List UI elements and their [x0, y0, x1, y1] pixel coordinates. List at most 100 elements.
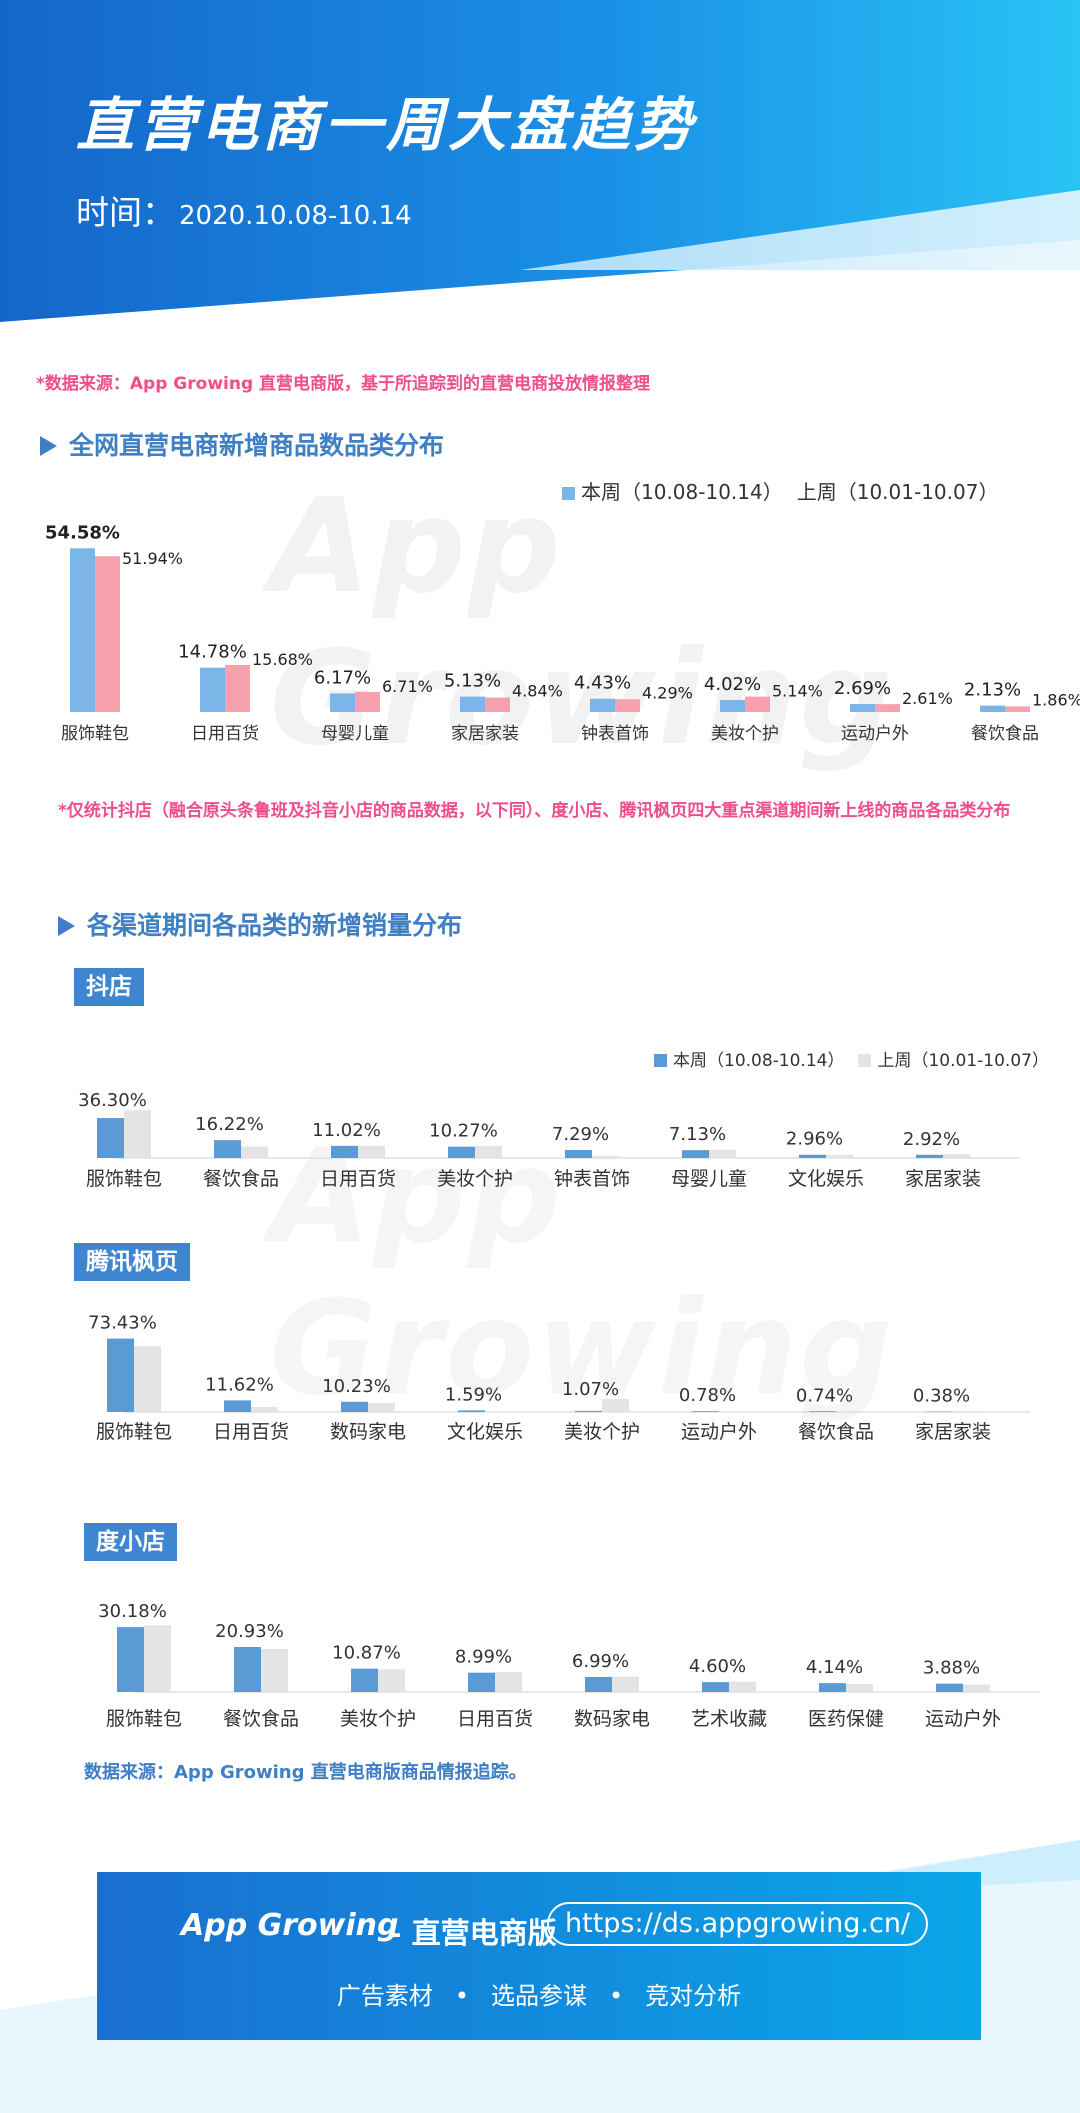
- legend-swatch: [654, 1054, 667, 1067]
- data-label-last-week: 6.71%: [382, 677, 433, 696]
- bar-last-week: [144, 1625, 171, 1692]
- data-label-this-week: 73.43%: [88, 1313, 157, 1334]
- category-label: 钟表首饰: [581, 724, 649, 744]
- bar-last-week: [95, 556, 120, 712]
- legend-item-this-week: 本周（10.08-10.14）: [654, 1051, 844, 1071]
- legend-label: 本周（10.08-10.14）: [673, 1051, 845, 1071]
- footer-tags: 广告素材 • 选品参谋 • 竞对分析: [97, 1976, 981, 2011]
- category-label: 家居家装: [451, 724, 519, 744]
- category-label: 医药保健: [808, 1708, 884, 1730]
- bar-last-week: [836, 1411, 863, 1412]
- bar-this-week: [585, 1676, 612, 1692]
- bar-this-week: [460, 696, 485, 712]
- footer-tag: 选品参谋: [491, 1982, 587, 2010]
- category-label: 日用百货: [457, 1708, 533, 1730]
- bar-last-week: [709, 1149, 736, 1158]
- triangle-icon: [40, 436, 57, 456]
- bar-last-week: [225, 664, 250, 712]
- category-label: 钟表首饰: [554, 1168, 630, 1190]
- footer-url-link[interactable]: https://ds.appgrowing.cn/: [547, 1902, 929, 1946]
- data-label-this-week: 5.13%: [444, 671, 501, 692]
- bar-this-week: [458, 1410, 485, 1412]
- bar-this-week: [850, 703, 875, 712]
- bar-last-week: [495, 1672, 522, 1692]
- data-label-this-week: 2.96%: [786, 1129, 843, 1150]
- bar-last-week: [615, 699, 640, 712]
- stat-note: *仅统计抖店（融合原头条鲁班及抖音小店的商品数据，以下同）、度小店、腾讯枫页四大…: [58, 801, 1011, 821]
- bar-this-week: [224, 1400, 251, 1412]
- data-label-this-week: 14.78%: [178, 642, 247, 663]
- category-label: 服饰鞋包: [61, 724, 129, 744]
- data-label-this-week: 2.69%: [834, 678, 891, 699]
- section-title-text: 全网直营电商新增商品数品类分布: [69, 431, 445, 460]
- bar-last-week: [846, 1683, 873, 1692]
- category-label: 美妆个护: [437, 1168, 513, 1190]
- channel-tag-doudian: 抖店: [74, 968, 144, 1006]
- data-source-note: 数据来源：App Growing 直营电商版商品情报追踪。: [84, 1762, 527, 1783]
- data-label-this-week: 2.92%: [903, 1129, 960, 1150]
- chart-legend: 本周（10.08-10.14） 上周（10.01-10.07）: [654, 1046, 1063, 1071]
- bar-last-week: [355, 691, 380, 712]
- bar-this-week: [468, 1672, 495, 1692]
- legend-swatch: [858, 1054, 872, 1067]
- category-label: 服饰鞋包: [106, 1708, 182, 1730]
- bar-last-week: [261, 1649, 288, 1692]
- header-banner: 直营电商一周大盘趋势 时间： 2020.10.08-10.14: [0, 0, 1080, 330]
- data-label-this-week: 10.23%: [322, 1376, 391, 1397]
- footer-tag: 竞对分析: [645, 1982, 742, 2010]
- bar-this-week: [980, 705, 1005, 712]
- bar-last-week: [1005, 706, 1030, 712]
- data-label-this-week: 3.88%: [923, 1658, 980, 1679]
- bar-this-week: [97, 1118, 124, 1158]
- triangle-icon: [58, 916, 75, 936]
- data-label-this-week: 20.93%: [215, 1621, 284, 1642]
- footer-banner: App Growing – 直营电商版 https://ds.appgrowin…: [97, 1872, 981, 2040]
- data-label-this-week: 11.62%: [205, 1374, 274, 1395]
- category-label: 餐饮食品: [203, 1168, 279, 1190]
- bar-last-week: [612, 1676, 639, 1692]
- category-label: 日用百货: [320, 1168, 396, 1190]
- data-label-this-week: 1.07%: [562, 1379, 619, 1400]
- bar-last-week: [378, 1669, 405, 1692]
- bar-last-week: [368, 1403, 395, 1412]
- category-label: 文化娱乐: [788, 1168, 864, 1190]
- chart-legend: 本周（10.08-10.14） 上周（10.01-10.07）: [562, 476, 1012, 505]
- time-value: 2020.10.08-10.14: [179, 201, 412, 231]
- category-label: 美妆个护: [711, 724, 779, 744]
- bar-this-week: [590, 698, 615, 712]
- section-title-channels: 各渠道期间各品类的新增销量分布: [58, 906, 462, 942]
- bar-last-week: [719, 1411, 746, 1412]
- bar-this-week: [809, 1411, 836, 1412]
- bar-last-week: [963, 1684, 990, 1692]
- data-label-last-week: 5.14%: [772, 682, 823, 701]
- category-label: 数码家电: [330, 1421, 406, 1443]
- bar-this-week: [351, 1668, 378, 1692]
- legend-swatch: [562, 487, 575, 500]
- data-label-this-week: 16.22%: [195, 1114, 264, 1135]
- bar-last-week: [358, 1145, 385, 1158]
- time-label: 时间：: [76, 193, 175, 232]
- data-label-this-week: 4.43%: [574, 673, 631, 694]
- data-label-last-week: 4.29%: [642, 684, 693, 703]
- category-label: 文化娱乐: [447, 1421, 523, 1443]
- bar-this-week: [331, 1145, 358, 1158]
- bar-this-week: [692, 1411, 719, 1412]
- bar-this-week: [916, 1154, 943, 1158]
- data-label-last-week: 4.84%: [512, 682, 563, 701]
- bar-last-week: [485, 1411, 512, 1412]
- bullet-icon: •: [454, 1982, 469, 2010]
- bar-this-week: [448, 1146, 475, 1158]
- bar-last-week: [729, 1681, 756, 1692]
- category-label: 运动户外: [681, 1421, 757, 1443]
- category-label: 数码家电: [574, 1708, 650, 1730]
- data-label-this-week: 10.27%: [429, 1121, 498, 1142]
- bar-last-week: [953, 1411, 980, 1412]
- legend-label: 上周（10.01-10.07）: [877, 1051, 1049, 1071]
- section-title-overall: 全网直营电商新增商品数品类分布: [40, 426, 444, 462]
- bullet-icon: •: [609, 1982, 624, 2010]
- bar-this-week: [819, 1683, 846, 1692]
- overall-category-chart: 服饰鞋包 54.58%51.94% 日用百货 14.78% 15.68% 母婴儿童 6.17…: [45, 522, 1080, 744]
- bar-this-week: [341, 1401, 368, 1412]
- bar-this-week: [200, 667, 225, 712]
- bar-last-week: [251, 1407, 278, 1412]
